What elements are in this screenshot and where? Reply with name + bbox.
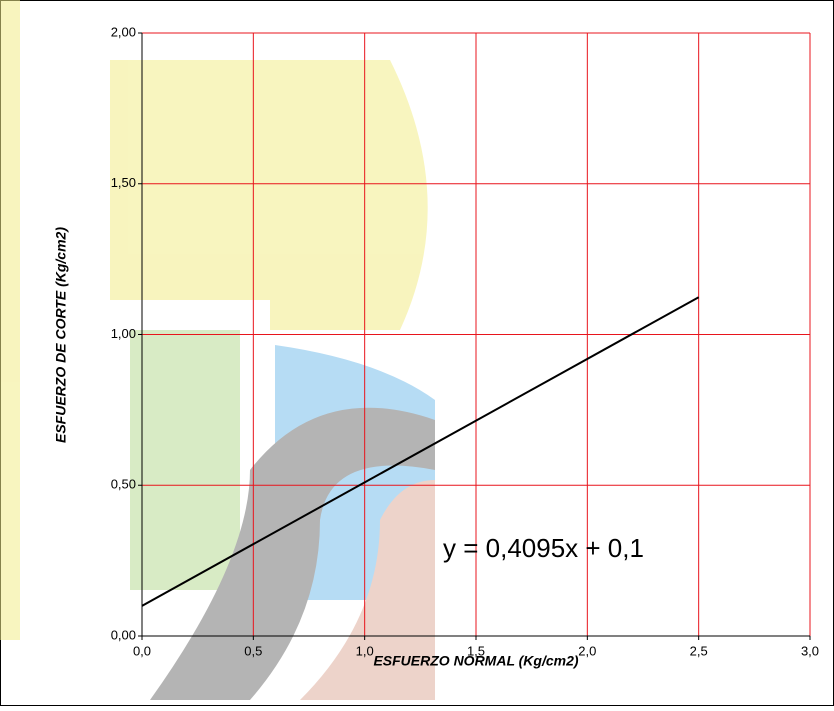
x-axis-title: ESFUERZO NORMAL (Kg/cm2) [373, 653, 578, 669]
y-tick-label: 1,50 [111, 175, 136, 190]
y-tick-label: 0,00 [111, 627, 136, 642]
y-tick-label: 0,50 [111, 477, 136, 492]
watermark [0, 0, 435, 700]
x-tick-label: 2,5 [690, 643, 708, 658]
y-axis-title: ESFUERZO DE CORTE (Kg/cm2) [53, 227, 69, 443]
x-tick-label: 0,0 [133, 643, 151, 658]
annotation: y = 0,4095x + 0,1 [443, 533, 644, 563]
x-tick-label: 2,0 [578, 643, 596, 658]
y-tick-label: 1,00 [111, 326, 136, 341]
x-tick-label: 3,0 [801, 643, 819, 658]
data-line [141, 296, 700, 607]
y-tick-label: 2,00 [111, 24, 136, 39]
plot-area: 0,00 0,50 1,00 1,50 2,00 0,0 0,5 1,0 1,5 2,0 2,5 3,… [111, 24, 819, 658]
x-tick-label: 1,5 [467, 643, 485, 658]
x-tick-label: 1,0 [356, 643, 374, 658]
x-tick-label: 0,5 [244, 643, 262, 658]
